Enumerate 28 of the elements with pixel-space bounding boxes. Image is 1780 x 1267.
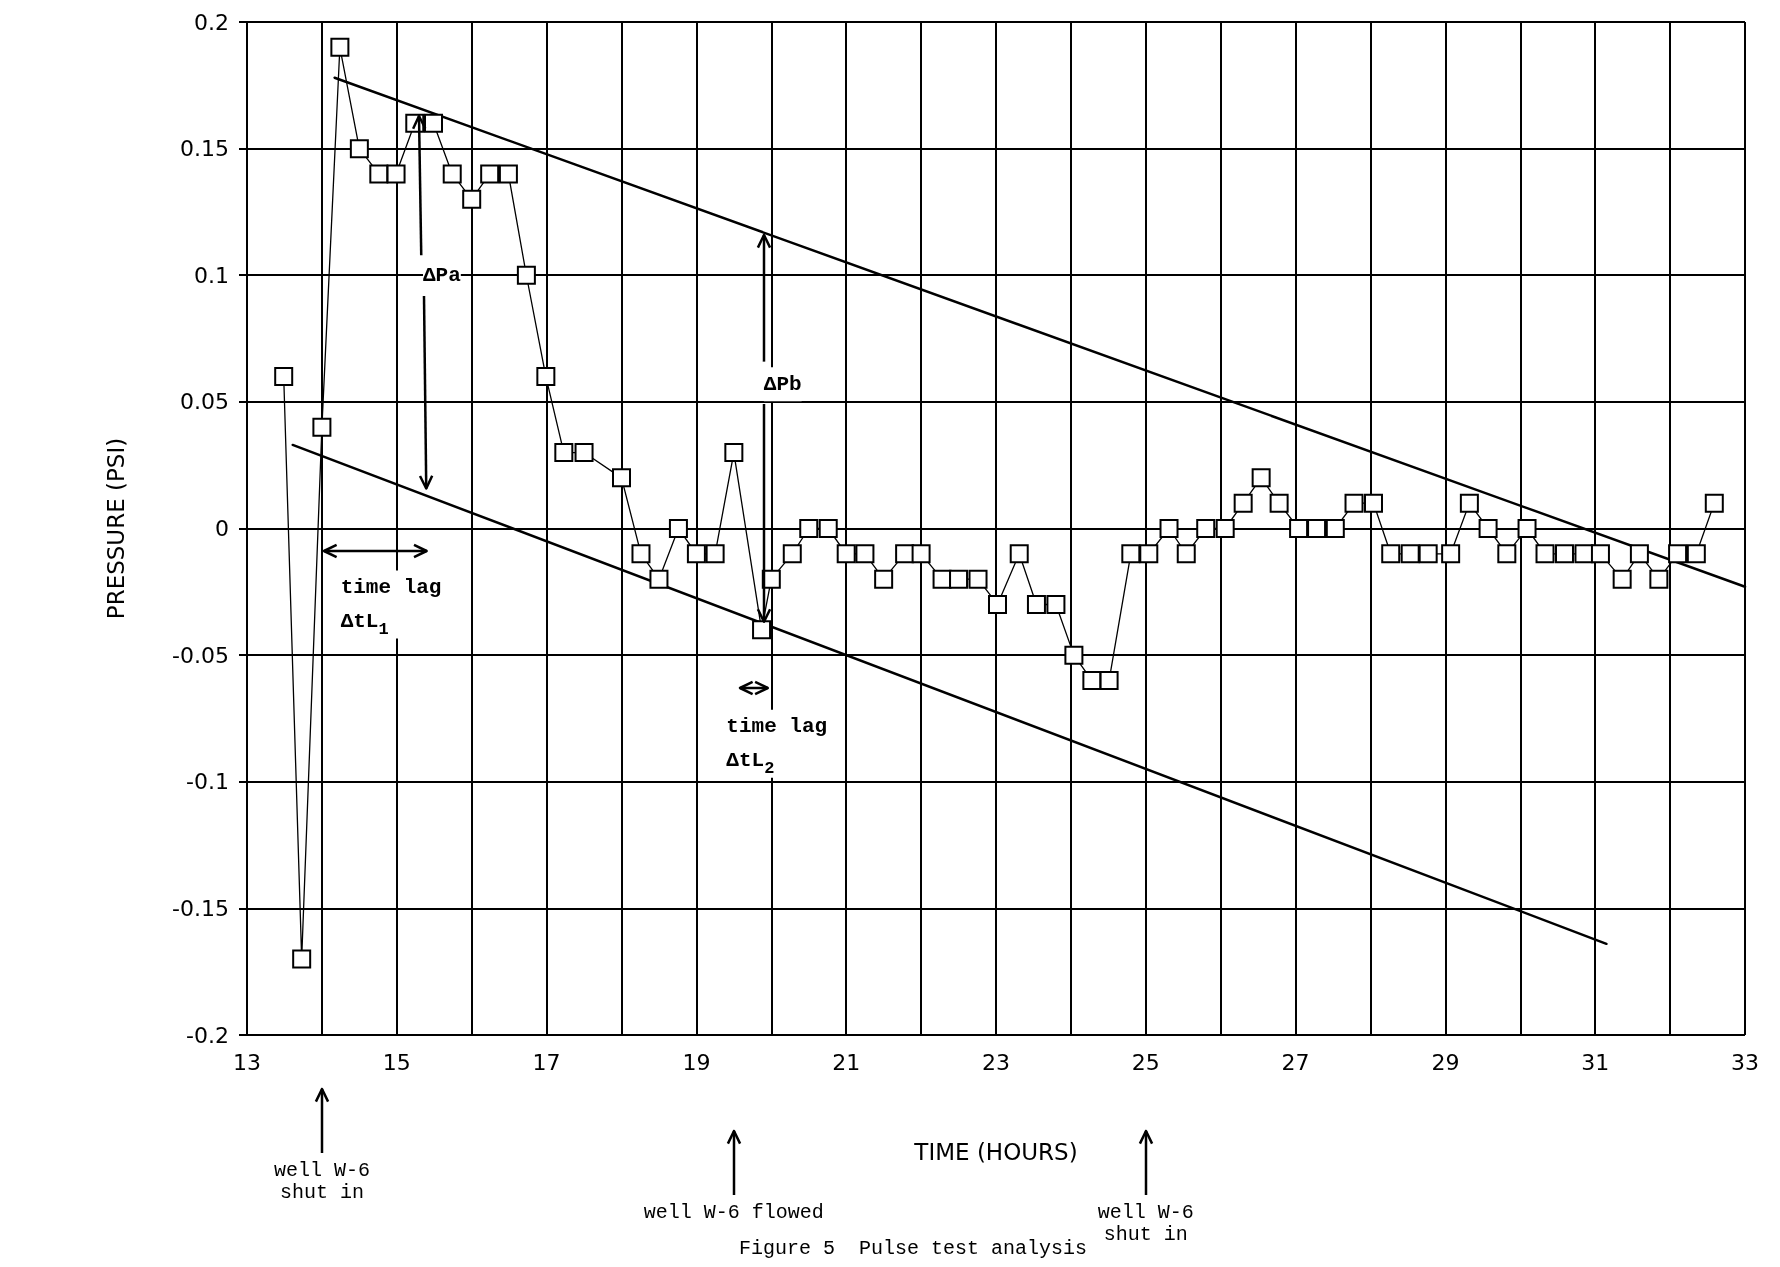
text: Figure 5 Pulse test analysis bbox=[738, 1236, 1088, 1260]
annotation: well W-6 flowed bbox=[643, 1200, 824, 1224]
annotation: ΔPa bbox=[423, 263, 462, 287]
y-tick-label: -0.2 bbox=[186, 1022, 229, 1048]
y-tick-label: 0.15 bbox=[180, 136, 229, 162]
x-tick-label: 25 bbox=[1131, 1049, 1160, 1075]
x-tick-label: 13 bbox=[233, 1049, 261, 1075]
y-axis-title: PRESSURE (PSI) bbox=[102, 437, 129, 620]
y-tick-label: 0.05 bbox=[180, 389, 229, 415]
x-tick-label: 17 bbox=[532, 1049, 561, 1075]
x-tick-label: 21 bbox=[832, 1049, 861, 1075]
x-tick-label: 27 bbox=[1281, 1049, 1310, 1075]
x-tick-label: 29 bbox=[1431, 1049, 1460, 1075]
annotation: well W-6 shut in bbox=[1097, 1200, 1194, 1246]
x-tick-label: 23 bbox=[982, 1049, 1010, 1075]
x-tick-label: 33 bbox=[1731, 1049, 1759, 1075]
y-tick-label: -0.1 bbox=[186, 769, 229, 795]
x-tick-label: 19 bbox=[682, 1049, 711, 1075]
x-tick-label: 15 bbox=[382, 1049, 411, 1075]
y-tick-label: 0.1 bbox=[194, 262, 229, 288]
y-tick-label: -0.15 bbox=[172, 895, 229, 921]
annotation: ΔPb bbox=[763, 372, 802, 396]
x-tick-label: 31 bbox=[1581, 1049, 1610, 1075]
annotation: well W-6 shut in bbox=[273, 1158, 370, 1204]
y-tick-label: 0.2 bbox=[194, 9, 229, 35]
y-tick-label: -0.05 bbox=[172, 642, 229, 668]
y-tick-label: 0 bbox=[215, 516, 229, 541]
x-axis-title: TIME (HOURS) bbox=[913, 1138, 1078, 1165]
